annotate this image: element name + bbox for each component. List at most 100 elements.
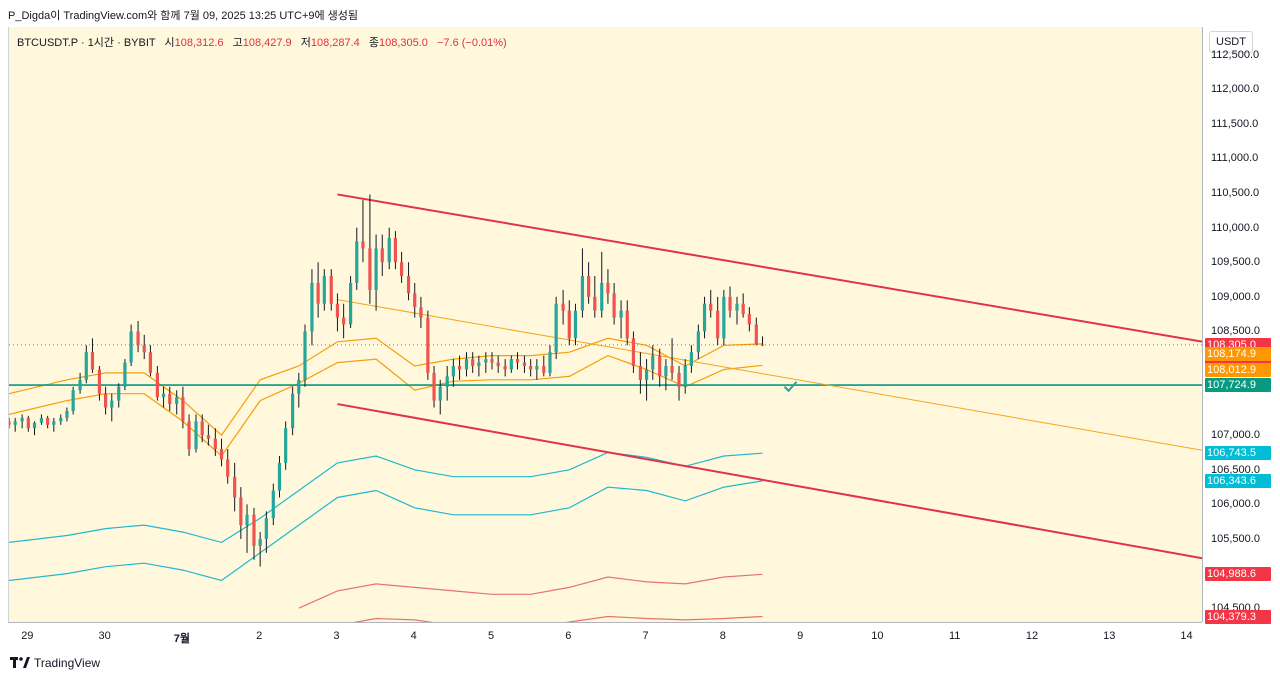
currency-selector[interactable]: USDT — [1209, 31, 1253, 53]
candle-body — [464, 359, 469, 370]
candle-body — [117, 386, 121, 401]
candle-body — [129, 331, 133, 363]
time-tick: 4 — [410, 630, 417, 642]
candle-body — [658, 355, 662, 377]
time-tick: 12 — [1025, 630, 1039, 642]
candle-body — [142, 345, 146, 353]
candle-body — [361, 241, 365, 249]
candle-body — [529, 366, 533, 370]
price-label: 108,174.9 — [1205, 346, 1271, 361]
candle-body — [20, 417, 24, 422]
chart-caption: P_Digda이 TradingView.com와 함께 7월 09, 2025… — [8, 10, 359, 22]
price-tick: 106,500.0 — [1211, 463, 1260, 476]
candle-body — [213, 438, 217, 450]
time-tick: 2 — [256, 630, 263, 642]
candle-body — [689, 352, 693, 367]
candle-body — [13, 421, 17, 425]
candle-body — [457, 366, 462, 370]
candle-body — [123, 362, 127, 387]
symbol-name[interactable]: BTCUSDT.P · 1시간 · BYBIT — [17, 37, 156, 49]
candle-body — [161, 393, 166, 398]
price-chart[interactable] — [9, 27, 1203, 622]
candle-body — [741, 303, 745, 315]
candle-body — [297, 379, 301, 394]
candle-body — [580, 276, 585, 311]
price-label-value: 106,343.6 — [1207, 474, 1256, 487]
time-tick: 5 — [487, 630, 495, 642]
footer: TradingView — [10, 656, 100, 670]
time-tick: 29 — [21, 630, 34, 642]
channel-bottom-line — [337, 403, 1203, 560]
candle-body — [631, 338, 636, 367]
candle-body — [226, 459, 230, 477]
candle-body — [387, 238, 391, 263]
candle-body — [600, 282, 604, 311]
candle-body — [399, 262, 404, 277]
candle-body — [316, 282, 320, 304]
time-axis[interactable]: 29 30 7월 2 3 4 5 6 7 8 9 10 11 12 13 14 — [8, 622, 1202, 649]
candle-body — [348, 282, 353, 325]
candle-body — [219, 449, 224, 460]
candle-body — [754, 324, 758, 345]
channel-mid-line — [337, 299, 1203, 451]
price-tick: 110,000.0 — [1211, 221, 1260, 234]
candle-body — [716, 310, 720, 339]
candle-body — [542, 366, 546, 373]
candle-body — [490, 359, 494, 363]
candle-body — [419, 307, 423, 318]
candle-body — [747, 314, 751, 325]
channel-top-line — [337, 193, 1203, 343]
price-tick: 109,500.0 — [1211, 256, 1260, 269]
candle-body — [432, 372, 436, 401]
open-label: 시 — [164, 37, 175, 49]
candle-body — [303, 331, 307, 380]
time-tick: 8 — [719, 630, 726, 642]
candle-body — [187, 421, 191, 450]
high-value: 108,427.9 — [242, 37, 292, 49]
candle-body — [355, 241, 359, 283]
candle-body — [206, 435, 210, 439]
price-tick: 112,500.0 — [1211, 48, 1260, 61]
candle-body — [638, 366, 642, 380]
candle-body — [148, 352, 153, 373]
time-tick: 6 — [565, 630, 572, 642]
candle-body — [335, 303, 340, 318]
candle-body — [252, 514, 256, 546]
open-value: 108,312.6 — [174, 37, 224, 49]
candle-body — [168, 393, 172, 405]
candle-body — [136, 331, 140, 346]
candle-body — [284, 428, 288, 463]
candle-body — [561, 303, 565, 311]
candle-body — [291, 393, 295, 429]
candle-body — [644, 369, 649, 380]
candle-body — [342, 317, 346, 325]
candle-body — [46, 417, 50, 425]
price-label-value: 108,012.9 — [1207, 363, 1256, 376]
candle-body — [413, 293, 417, 308]
candle-body — [702, 303, 707, 332]
price-tick: 110,500.0 — [1211, 187, 1260, 200]
candle-body — [78, 379, 82, 391]
check-mark-icon — [783, 381, 798, 393]
candle-body — [181, 397, 185, 422]
orange-band-lower — [9, 354, 763, 457]
close-label: 종 — [368, 37, 379, 49]
price-label: 104,379.3 — [1205, 609, 1271, 624]
price-axis[interactable]: USDT 112,500.0 112,000.0 111,500.0 111,000.… — [1202, 27, 1280, 624]
candle-body — [677, 372, 681, 387]
candle-body — [471, 359, 475, 367]
candle-body — [567, 310, 571, 339]
candle-body — [374, 248, 378, 290]
candle-body — [606, 282, 610, 294]
candle-body — [26, 417, 30, 429]
time-tick: 30 — [98, 630, 111, 642]
candle-body — [175, 397, 179, 405]
candle-body — [59, 417, 63, 422]
time-tick: 7월 — [173, 633, 190, 645]
price-label-value: 107,724.9 — [1207, 379, 1256, 392]
candle-body — [104, 393, 108, 408]
candle-body — [322, 276, 326, 304]
price-label: 107,724.9 — [1205, 378, 1271, 393]
chart-pane[interactable]: BTCUSDT.P · 1시간 · BYBIT 시108,312.6 고108,… — [8, 27, 1203, 622]
footer-brand[interactable]: TradingView — [34, 656, 101, 670]
